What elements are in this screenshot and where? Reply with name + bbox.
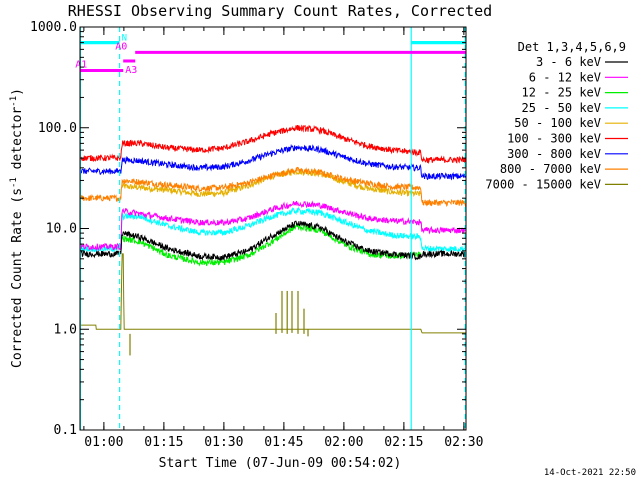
x-tick-label: 02:00 (324, 435, 363, 450)
attenuator-label: A1 (75, 60, 87, 71)
legend-entry-label: 12 - 25 keV (522, 86, 601, 100)
y-axis-label: Corrected Count Rate (s-1 detector-1) (9, 88, 25, 368)
night-bar-label: N (122, 34, 127, 44)
y-tick-label: 10.0 (46, 222, 77, 237)
y-tick-label: 1000.0 (30, 20, 77, 35)
attenuator-label: A0 (115, 41, 127, 52)
legend-entry-label: 6 - 12 keV (529, 70, 601, 84)
y-tick-label: 1.0 (54, 322, 77, 337)
legend-entry-label: 100 - 300 keV (507, 132, 601, 146)
series-line-300to800keV (80, 143, 466, 181)
legend-entry-label: 800 - 7000 keV (500, 162, 601, 176)
x-axis-label: Start Time (07-Jun-09 00:54:02) (159, 456, 402, 471)
legend-entry-label: 50 - 100 keV (514, 116, 601, 130)
x-tick-label: 01:45 (264, 435, 303, 450)
footer-timestamp: 14-Oct-2021 22:50 (544, 468, 636, 478)
chart-title: RHESSI Observing Summary Count Rates, Co… (68, 2, 492, 20)
series-line-50to100keV (121, 168, 422, 198)
y-tick-label: 0.1 (54, 423, 77, 438)
series-line-12to25keV (121, 222, 422, 267)
series-group (80, 124, 466, 356)
y-tick-label: 100.0 (38, 121, 77, 136)
series-line-3to6keV (80, 220, 466, 262)
attenuator-label: A3 (125, 65, 137, 76)
series-line-25to50keV (80, 206, 466, 253)
x-tick-label: 01:30 (204, 435, 243, 450)
legend-entry-label: 300 - 800 keV (507, 147, 601, 161)
plot-frame (79, 26, 467, 431)
series-line-800to7000keV (80, 166, 466, 208)
legend-entry-label: 3 - 6 keV (536, 55, 601, 69)
legend-entry-label: 25 - 50 keV (522, 101, 601, 115)
axis-ticks: 01:00 01:15 01:30 01:45 02:00 02:15 02:30 0.1 1.… (30, 20, 483, 450)
x-tick-label: 02:30 (444, 435, 483, 450)
series-line-100to300keV (80, 124, 466, 165)
x-tick-label: 01:15 (144, 435, 183, 450)
x-tick-label: 01:00 (84, 435, 123, 450)
legend-title: Det 1,3,4,5,6,9 (518, 40, 626, 54)
x-tick-label: 02:15 (384, 435, 423, 450)
plot-area: NA0 A1 A3 (75, 27, 466, 430)
series-line-6to12keV (80, 200, 466, 252)
series-line-7000to15000keV (80, 253, 466, 334)
legend-entry-label: 7000 - 15000 keV (485, 177, 601, 191)
